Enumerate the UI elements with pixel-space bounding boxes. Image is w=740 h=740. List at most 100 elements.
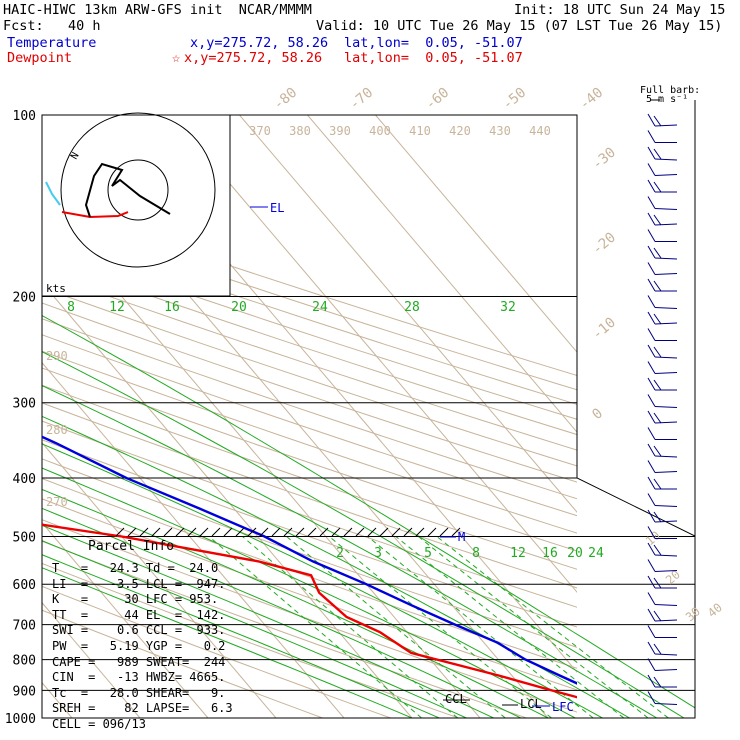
wind-barb-feather bbox=[647, 394, 656, 407]
wind-barb-feather bbox=[647, 608, 656, 622]
level-hatch-mark bbox=[259, 527, 269, 537]
wind-barb-shaft bbox=[654, 372, 678, 374]
theta-tick-label: 410 bbox=[409, 124, 431, 138]
theta-tick-label: 390 bbox=[329, 124, 351, 138]
wind-barb-feather bbox=[647, 641, 656, 655]
theta-left-label: 280 bbox=[46, 423, 68, 437]
init-time: Init: 18 UTC Sun 24 May 15 bbox=[514, 2, 726, 18]
moist-adiabat bbox=[42, 268, 658, 718]
level-hatch-mark bbox=[415, 527, 425, 537]
isotherm-line bbox=[42, 361, 345, 718]
isotherm-line bbox=[171, 115, 577, 593]
level-hatch-mark bbox=[427, 527, 437, 537]
level-hatch-mark bbox=[175, 527, 185, 537]
isotherm-line bbox=[0, 115, 4, 718]
wind-barb-feather bbox=[647, 278, 656, 292]
wind-barb-feather bbox=[653, 379, 662, 391]
mixing-ratio-line bbox=[417, 536, 649, 718]
wind-barb-feather bbox=[647, 344, 656, 358]
wind-barb-feather bbox=[653, 412, 662, 424]
pressure-tick-label: 100 bbox=[13, 109, 36, 124]
wind-barb-feather bbox=[647, 163, 656, 176]
dry-adiabat bbox=[42, 287, 577, 467]
wind-barb-feather bbox=[647, 493, 656, 506]
wind-barb-feather bbox=[653, 577, 662, 589]
dry-adiabat bbox=[42, 585, 391, 718]
level-hatch-mark bbox=[211, 527, 221, 537]
level-hatch-mark bbox=[403, 527, 413, 537]
theta-left-label: 270 bbox=[46, 495, 68, 509]
moist-adiabat bbox=[42, 268, 440, 718]
pressure-tick-label: 600 bbox=[13, 578, 36, 593]
theta-left-label: 290 bbox=[46, 349, 68, 363]
level-hatch-mark bbox=[379, 527, 389, 537]
moist-adiabat bbox=[42, 268, 603, 718]
dry-adiabat bbox=[42, 439, 577, 628]
wind-barb-feather bbox=[647, 113, 656, 127]
theta-tick-label: 430 bbox=[489, 124, 511, 138]
mixing-ratio-line bbox=[395, 536, 625, 718]
wind-barb-shaft bbox=[654, 703, 678, 705]
mixing-ratio-line bbox=[242, 536, 459, 718]
wind-barb-shaft bbox=[654, 604, 678, 606]
wind-barb-feather bbox=[653, 247, 662, 259]
wind-barb-feather bbox=[647, 691, 656, 704]
level-hatch-mark bbox=[163, 527, 173, 537]
level-hatch-mark bbox=[199, 527, 209, 537]
parcel-info-row: CELL = 096/13 bbox=[52, 717, 146, 731]
wind-barb-shaft bbox=[654, 471, 678, 473]
wind-barb-feather bbox=[647, 245, 656, 259]
wind-barb-feather bbox=[653, 610, 662, 622]
wind-barb-feather bbox=[653, 280, 662, 292]
level-hatch-mark bbox=[223, 527, 233, 537]
temperature-latlon: lat,lon= 0.05, -51.07 bbox=[344, 35, 523, 51]
isotherm-line bbox=[42, 601, 141, 718]
wind-barb-feather bbox=[647, 658, 656, 671]
mixing-ratio-line bbox=[436, 536, 669, 718]
mixing-ratio-label: 24 bbox=[588, 546, 604, 561]
dry-adiabat bbox=[42, 519, 577, 713]
level-hatch-mark bbox=[139, 527, 149, 537]
level-hatch-mark bbox=[247, 527, 257, 537]
barb-key-label: Full barb: bbox=[640, 85, 701, 96]
moist-adiabat bbox=[42, 268, 522, 718]
hodograph-ring-outer bbox=[60, 112, 216, 268]
isotherm-tick-label: -10 bbox=[589, 315, 619, 344]
wind-barb-feather bbox=[647, 146, 656, 160]
level-hatch-mark bbox=[343, 527, 353, 537]
wind-barb-feather bbox=[653, 313, 662, 325]
dry-adiabat bbox=[42, 201, 577, 376]
level-hatch-mark bbox=[439, 527, 449, 537]
dry-adiabat bbox=[42, 458, 577, 648]
parcel-info-row: SWI = 0.6 CCL = 933. bbox=[52, 623, 226, 638]
temperature-label: Temperature bbox=[7, 35, 97, 51]
wind-barb-shaft bbox=[654, 257, 678, 260]
mixing-ratio-label: 16 bbox=[542, 546, 558, 561]
wind-barb-feather bbox=[653, 445, 662, 457]
mixing-ratio-label: 8 bbox=[67, 300, 75, 315]
moist-adiabat bbox=[42, 268, 576, 718]
wind-barb-shaft bbox=[654, 273, 678, 275]
pressure-tick-label: 300 bbox=[13, 397, 36, 412]
isotherm-tick-label: 40 bbox=[705, 600, 725, 620]
wind-barb-feather bbox=[647, 328, 656, 341]
parcel-info-row: CAPE = 989 SWEAT= 244 bbox=[52, 654, 226, 669]
mixing-ratio-label: 20 bbox=[231, 300, 247, 315]
level-hatch-mark bbox=[295, 527, 305, 537]
wind-barb-feather bbox=[647, 179, 656, 193]
wind-barb-feather bbox=[647, 295, 656, 308]
level-hatch-mark bbox=[235, 527, 245, 537]
temperature-xy: x,y=275.72, 58.26 bbox=[190, 35, 329, 51]
dry-adiabat bbox=[42, 498, 577, 691]
pressure-tick-label: 200 bbox=[13, 291, 36, 306]
wind-barb-shaft bbox=[654, 619, 678, 622]
mixing-ratio-label: 28 bbox=[404, 300, 420, 315]
mixing-ratio-line bbox=[286, 536, 506, 718]
parcel-info-row: CIN = -13 HWBZ= 4665. bbox=[52, 670, 226, 685]
isotherm-tick-label: -40 bbox=[577, 85, 607, 114]
mixing-ratio-line bbox=[328, 536, 552, 718]
model-title: HAIC-HIWC 13km ARW-GFS init NCAR/MMMM bbox=[3, 2, 312, 18]
dry-adiabat bbox=[42, 228, 577, 405]
parcel-info-row: K = 30 LFC = 953. bbox=[52, 592, 219, 607]
